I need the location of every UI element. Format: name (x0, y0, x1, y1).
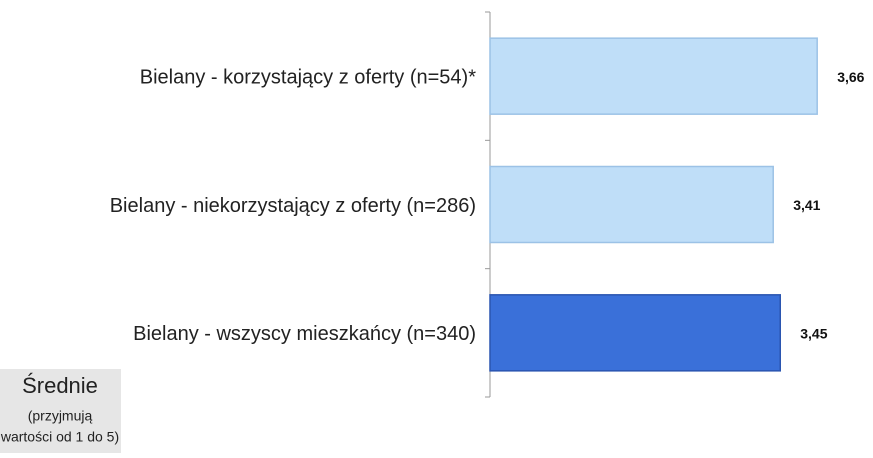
bar (489, 165, 774, 244)
note-title: Średnie (22, 373, 98, 398)
category-label: Bielany - korzystający z oferty (n=54)* (140, 66, 476, 88)
value-label: 3,66 (837, 69, 864, 85)
category-label: Bielany - wszyscy mieszkańcy (n=340) (133, 323, 476, 345)
value-label: 3,41 (793, 197, 820, 213)
value-label: 3,45 (800, 326, 827, 342)
note-line: (przyjmują (28, 408, 93, 424)
note-box (0, 369, 121, 453)
category-label: Bielany - niekorzystający z oferty (n=28… (110, 195, 476, 217)
note-line: wartości od 1 do 5) (0, 429, 119, 445)
bar (489, 294, 781, 372)
bar (489, 37, 818, 115)
